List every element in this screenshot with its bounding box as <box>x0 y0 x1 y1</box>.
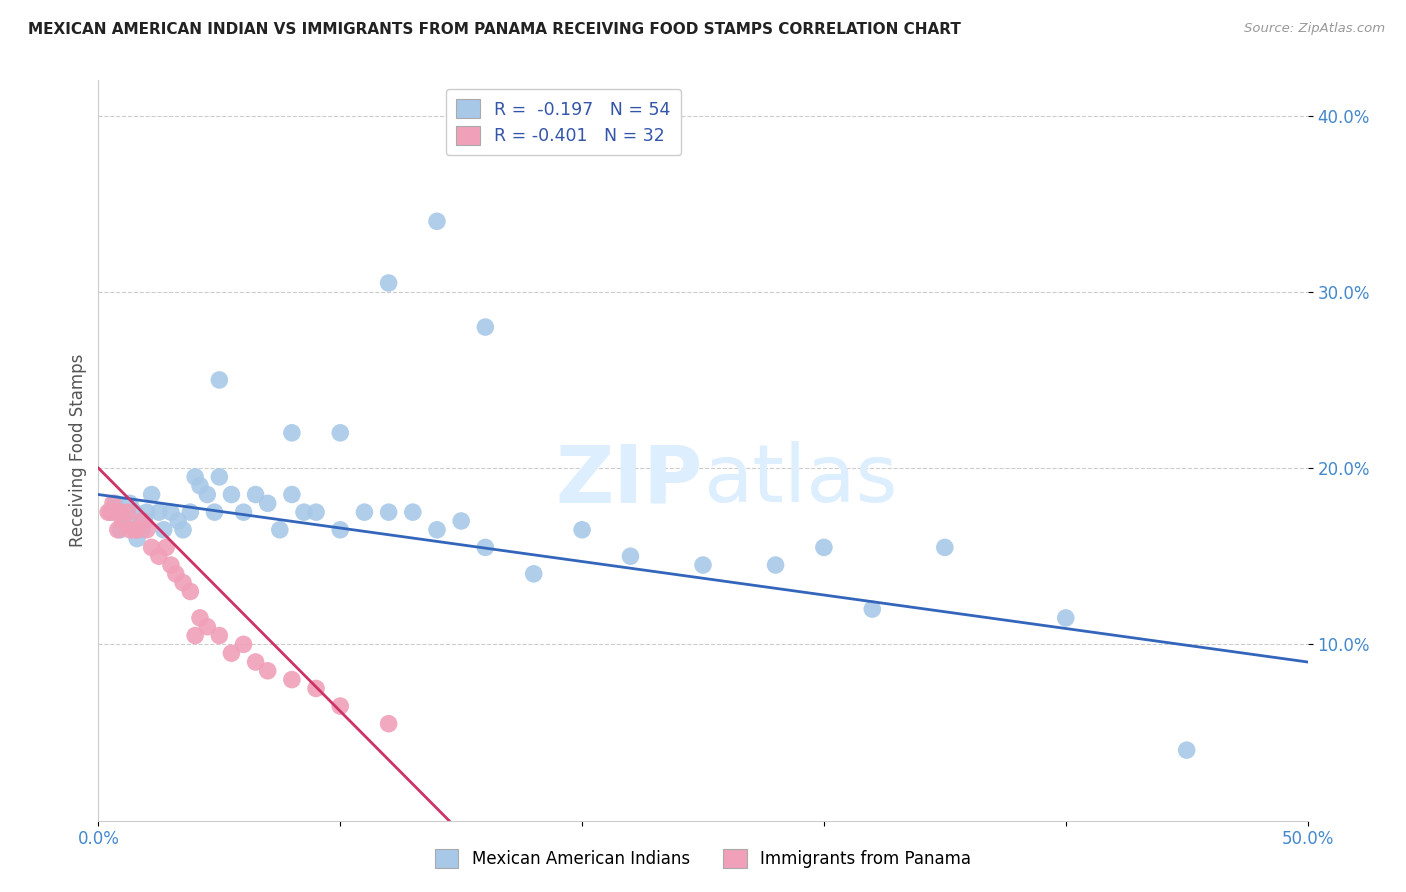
Point <box>118 523 141 537</box>
Point <box>377 716 399 731</box>
Point <box>104 496 127 510</box>
Point <box>208 628 231 642</box>
Point <box>232 637 254 651</box>
Legend: Mexican American Indians, Immigrants from Panama: Mexican American Indians, Immigrants fro… <box>429 843 977 875</box>
Point <box>860 602 883 616</box>
Point <box>179 584 201 599</box>
Point <box>305 505 328 519</box>
Point <box>108 505 131 519</box>
Point <box>135 523 157 537</box>
Point <box>256 496 278 510</box>
Point <box>117 514 139 528</box>
Point <box>100 505 122 519</box>
Point <box>131 523 153 537</box>
Point <box>165 566 187 581</box>
Point <box>131 514 153 528</box>
Point <box>426 214 449 228</box>
Point <box>127 523 149 537</box>
Point <box>245 487 267 501</box>
Point <box>188 479 211 493</box>
Point <box>292 505 315 519</box>
Point <box>377 276 399 290</box>
Point <box>692 558 714 572</box>
Point <box>167 514 190 528</box>
Point <box>934 541 956 555</box>
Point <box>1054 611 1077 625</box>
Point <box>426 523 449 537</box>
Point <box>141 541 163 555</box>
Text: Source: ZipAtlas.com: Source: ZipAtlas.com <box>1244 22 1385 36</box>
Point <box>1175 743 1198 757</box>
Point <box>256 664 278 678</box>
Point <box>184 470 207 484</box>
Point <box>195 620 218 634</box>
Point <box>152 523 174 537</box>
Point <box>111 505 134 519</box>
Point <box>377 505 399 519</box>
Y-axis label: Receiving Food Stamps: Receiving Food Stamps <box>69 354 87 547</box>
Text: ZIP: ZIP <box>555 441 703 519</box>
Point <box>402 505 425 519</box>
Point <box>221 487 243 501</box>
Point <box>765 558 787 572</box>
Point <box>245 655 267 669</box>
Point <box>108 523 131 537</box>
Point <box>188 611 211 625</box>
Point <box>474 320 496 334</box>
Point <box>124 505 146 519</box>
Text: MEXICAN AMERICAN INDIAN VS IMMIGRANTS FROM PANAMA RECEIVING FOOD STAMPS CORRELAT: MEXICAN AMERICAN INDIAN VS IMMIGRANTS FR… <box>28 22 960 37</box>
Point <box>619 549 641 564</box>
Point <box>172 523 194 537</box>
Point <box>100 505 122 519</box>
Point <box>148 549 170 564</box>
Legend: R =  -0.197   N = 54, R = -0.401   N = 32: R = -0.197 N = 54, R = -0.401 N = 32 <box>446 89 681 155</box>
Point <box>281 673 304 687</box>
Point <box>329 523 352 537</box>
Point <box>104 505 127 519</box>
Point <box>450 514 472 528</box>
Point <box>353 505 375 519</box>
Point <box>208 470 231 484</box>
Point <box>127 532 149 546</box>
Point <box>329 425 352 440</box>
Point <box>184 628 207 642</box>
Point <box>813 541 835 555</box>
Point <box>329 699 352 714</box>
Point <box>117 505 139 519</box>
Point <box>135 505 157 519</box>
Point <box>172 575 194 590</box>
Point <box>305 681 328 696</box>
Point <box>97 505 120 519</box>
Point <box>523 566 546 581</box>
Point <box>148 505 170 519</box>
Point <box>179 505 201 519</box>
Point <box>195 487 218 501</box>
Point <box>204 505 226 519</box>
Point <box>281 425 304 440</box>
Point <box>101 496 124 510</box>
Point <box>155 541 177 555</box>
Point <box>160 558 183 572</box>
Point <box>269 523 291 537</box>
Point <box>221 646 243 660</box>
Point <box>208 373 231 387</box>
Point <box>141 487 163 501</box>
Point <box>111 514 134 528</box>
Text: atlas: atlas <box>703 441 897 519</box>
Point <box>134 514 156 528</box>
Point <box>281 487 304 501</box>
Point <box>118 496 141 510</box>
Point <box>474 541 496 555</box>
Point <box>571 523 593 537</box>
Point <box>124 523 146 537</box>
Point <box>160 505 183 519</box>
Point <box>107 523 129 537</box>
Point <box>232 505 254 519</box>
